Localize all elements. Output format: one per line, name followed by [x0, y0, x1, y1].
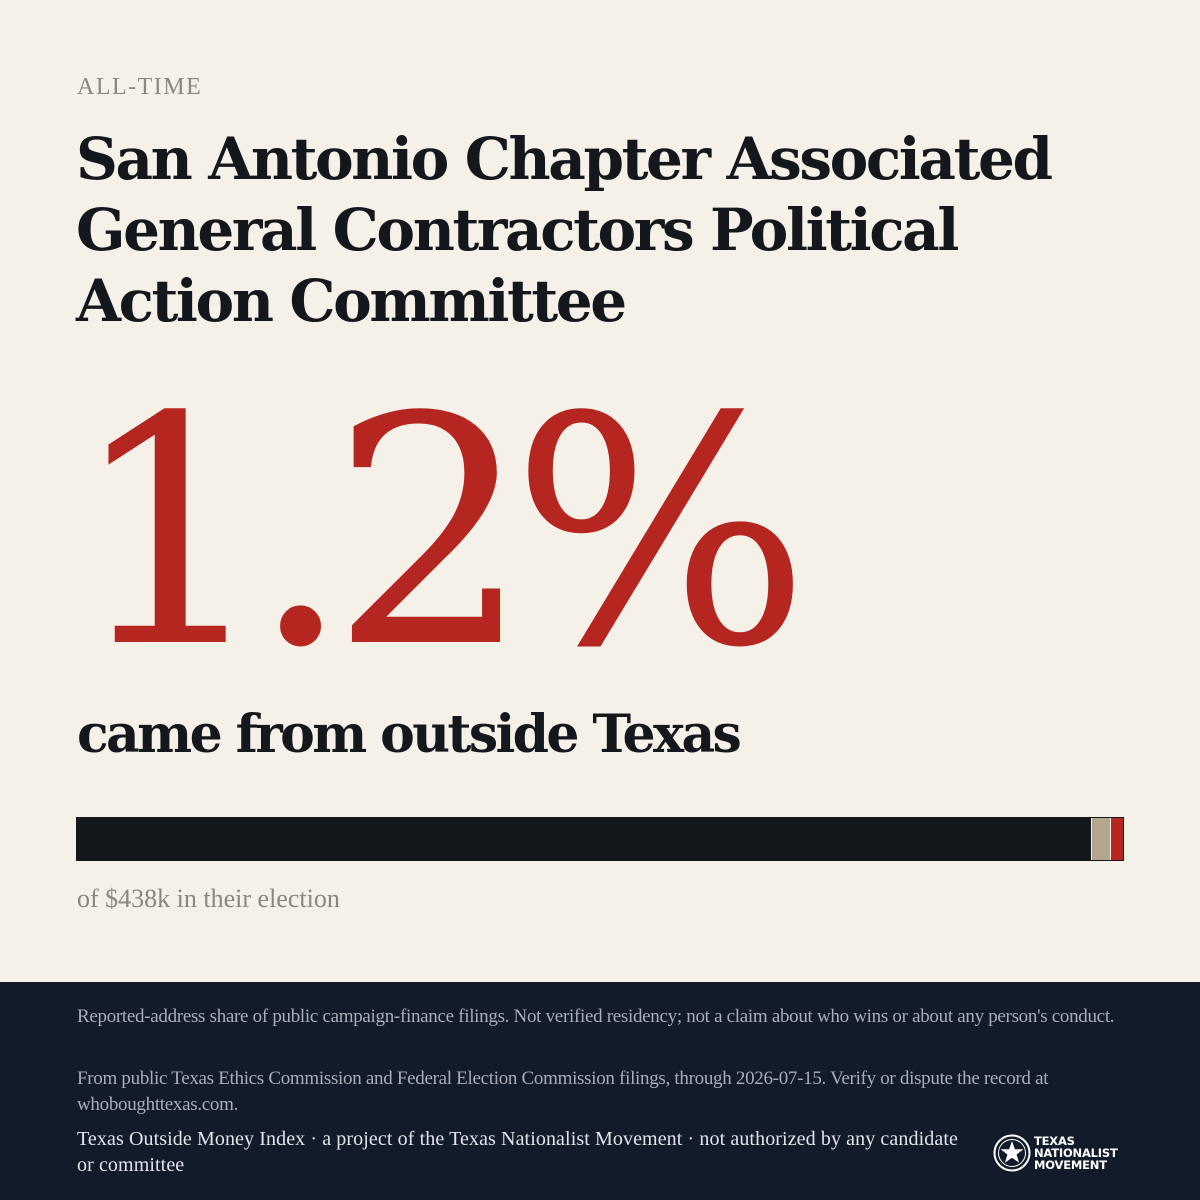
funding-share-bar: [76, 817, 1124, 861]
period-label: ALL-TIME: [77, 74, 203, 100]
lone-star-seal-icon: [993, 1134, 1031, 1172]
outside-share-value: 1.2%: [70, 351, 810, 717]
logo-line-3: MOVEMENT: [1034, 1158, 1107, 1172]
tnm-logo: TEXAS NATIONALIST MOVEMENT: [993, 1131, 1133, 1175]
committee-title: San Antonio Chapter Associated General C…: [76, 125, 1053, 335]
bar-segment-inside-texas: [77, 818, 1091, 860]
outside-share-caption: came from outside Texas: [77, 704, 742, 765]
footer-source: From public Texas Ethics Commission and …: [77, 1068, 1049, 1115]
footer-credit: Texas Outside Money Index · a project of…: [77, 1128, 958, 1176]
total-raised-note: of $438k in their election: [77, 884, 340, 913]
logo-line-1: TEXAS: [1034, 1134, 1075, 1148]
bar-segment-unknown: [1090, 818, 1111, 860]
footer-disclaimer: Reported-address share of public campaig…: [77, 1006, 1115, 1027]
bar-segment-outside-texas: [1110, 818, 1123, 860]
logo-wordmark: TEXAS NATIONALIST MOVEMENT: [1034, 1135, 1118, 1171]
logo-line-2: NATIONALIST: [1034, 1146, 1118, 1160]
footer-panel: [0, 982, 1200, 1200]
